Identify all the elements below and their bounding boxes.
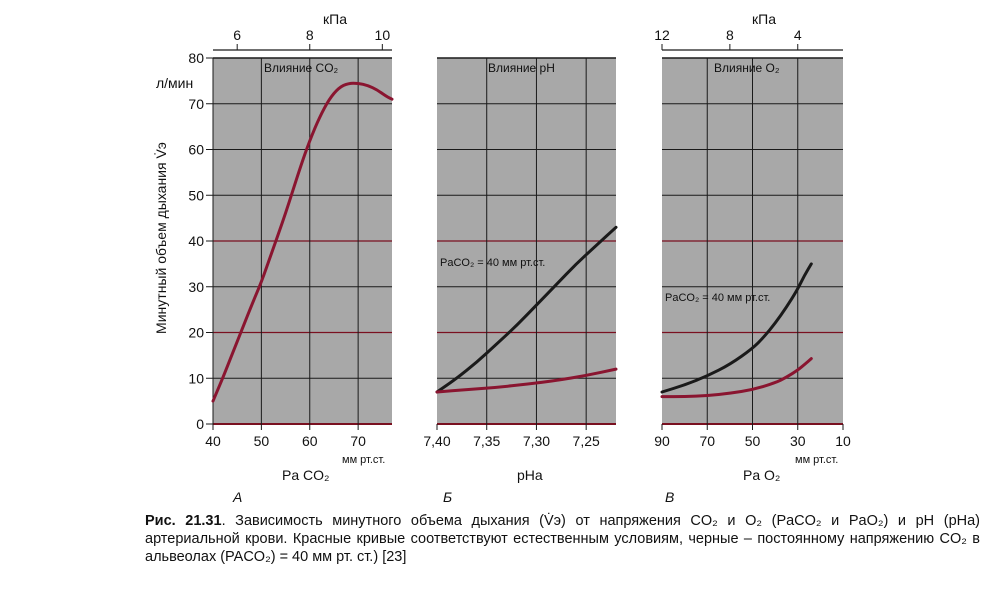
panel-a-curve-red	[211, 81, 394, 403]
panel-b: Влияние pH PaCO₂ = 40 мм рт.ст. 7,40 7,35…	[423, 57, 618, 505]
x-tick-label: 7,25	[573, 433, 600, 449]
panel-c-x-unit: мм рт.ст.	[795, 454, 838, 466]
panel-a-grid	[212, 57, 392, 425]
x-tick-label: 7,35	[473, 433, 500, 449]
y-axis-ticks: 0 10 20 30 40 50 60 70 80	[188, 50, 213, 432]
top-tick-label: 8	[306, 27, 314, 43]
panel-c: Влияние O₂ PaCO₂ = 40 мм рт.ст. 90 70 50 30…	[654, 11, 851, 505]
y-tick-label: 70	[188, 96, 204, 112]
panel-a-letter: А	[232, 489, 242, 505]
panel-c-top-ticks: 12 8 4	[654, 27, 843, 51]
y-tick-label: 40	[188, 233, 204, 249]
y-tick-label: 0	[196, 416, 204, 432]
panel-a-top-unit: кПа	[323, 11, 347, 27]
panel-c-curve-red	[660, 357, 813, 399]
x-tick-label: 70	[699, 433, 715, 449]
y-axis-unit: л/мин	[156, 75, 193, 91]
panel-b-letter: Б	[443, 489, 452, 505]
y-tick-label: 60	[188, 142, 204, 158]
x-tick-label: 70	[350, 433, 366, 449]
caption-text: . Зависимость минутного объема дыхания (…	[145, 513, 980, 565]
panel-c-x-label: Pa O₂	[743, 467, 780, 483]
top-tick-label: 8	[726, 27, 734, 43]
panel-c-title: Влияние O₂	[714, 61, 780, 75]
top-tick-label: 12	[654, 27, 670, 43]
panel-a-x-unit: мм рт.ст.	[342, 454, 385, 466]
y-tick-label: 80	[188, 50, 204, 66]
panel-c-x-ticks: 90 70 50 30 10	[654, 424, 851, 449]
y-tick-label: 50	[188, 187, 204, 203]
x-tick-label: 7,30	[523, 433, 550, 449]
x-tick-label: 40	[205, 433, 221, 449]
panel-a-top-ticks: 6 8 10	[213, 27, 392, 51]
panel-c-annotation: PaCO₂ = 40 мм рт.ст.	[665, 292, 770, 304]
y-tick-label: 10	[188, 370, 204, 386]
panel-a-title: Влияние CO₂	[264, 61, 339, 75]
y-axis-label: Минутный объем дыхания V̇э	[153, 142, 169, 334]
panel-b-curve-black	[435, 225, 618, 394]
y-tick-label: 20	[188, 325, 204, 341]
y-tick-label: 30	[188, 279, 204, 295]
x-tick-label: 60	[302, 433, 318, 449]
top-tick-label: 4	[794, 27, 802, 43]
x-tick-label: 50	[254, 433, 270, 449]
x-tick-label: 7,40	[423, 433, 450, 449]
panel-c-top-unit: кПа	[752, 11, 776, 27]
panel-b-x-label: pHa	[517, 467, 543, 483]
panel-c-curve-black	[660, 262, 813, 394]
figure-caption: Рис. 21.31. Зависимость минутного объема…	[145, 512, 980, 566]
x-tick-label: 10	[835, 433, 851, 449]
x-tick-label: 30	[790, 433, 806, 449]
x-tick-label: 90	[654, 433, 670, 449]
x-tick-label: 50	[745, 433, 761, 449]
panel-b-curve-red	[435, 367, 618, 394]
caption-lead: Рис. 21.31	[145, 513, 222, 529]
panel-a: Влияние CO₂ 40 50 60 70 6 8 10 кПа мм рт.ст. …	[205, 11, 394, 505]
panel-a-x-label: Pa CO₂	[282, 467, 329, 483]
panel-b-x-ticks: 7,40 7,35 7,30 7,25	[423, 424, 600, 449]
panel-c-letter: В	[665, 489, 674, 505]
panel-a-x-ticks: 40 50 60 70	[205, 424, 366, 449]
top-tick-label: 6	[233, 27, 241, 43]
panel-c-grid	[662, 57, 843, 425]
top-tick-label: 10	[375, 27, 391, 43]
panel-b-annotation: PaCO₂ = 40 мм рт.ст.	[440, 257, 545, 269]
figure: Минутный объем дыхания V̇э л/мин 0 10 20 30…	[153, 11, 851, 505]
panel-b-title: Влияние pH	[488, 61, 555, 75]
